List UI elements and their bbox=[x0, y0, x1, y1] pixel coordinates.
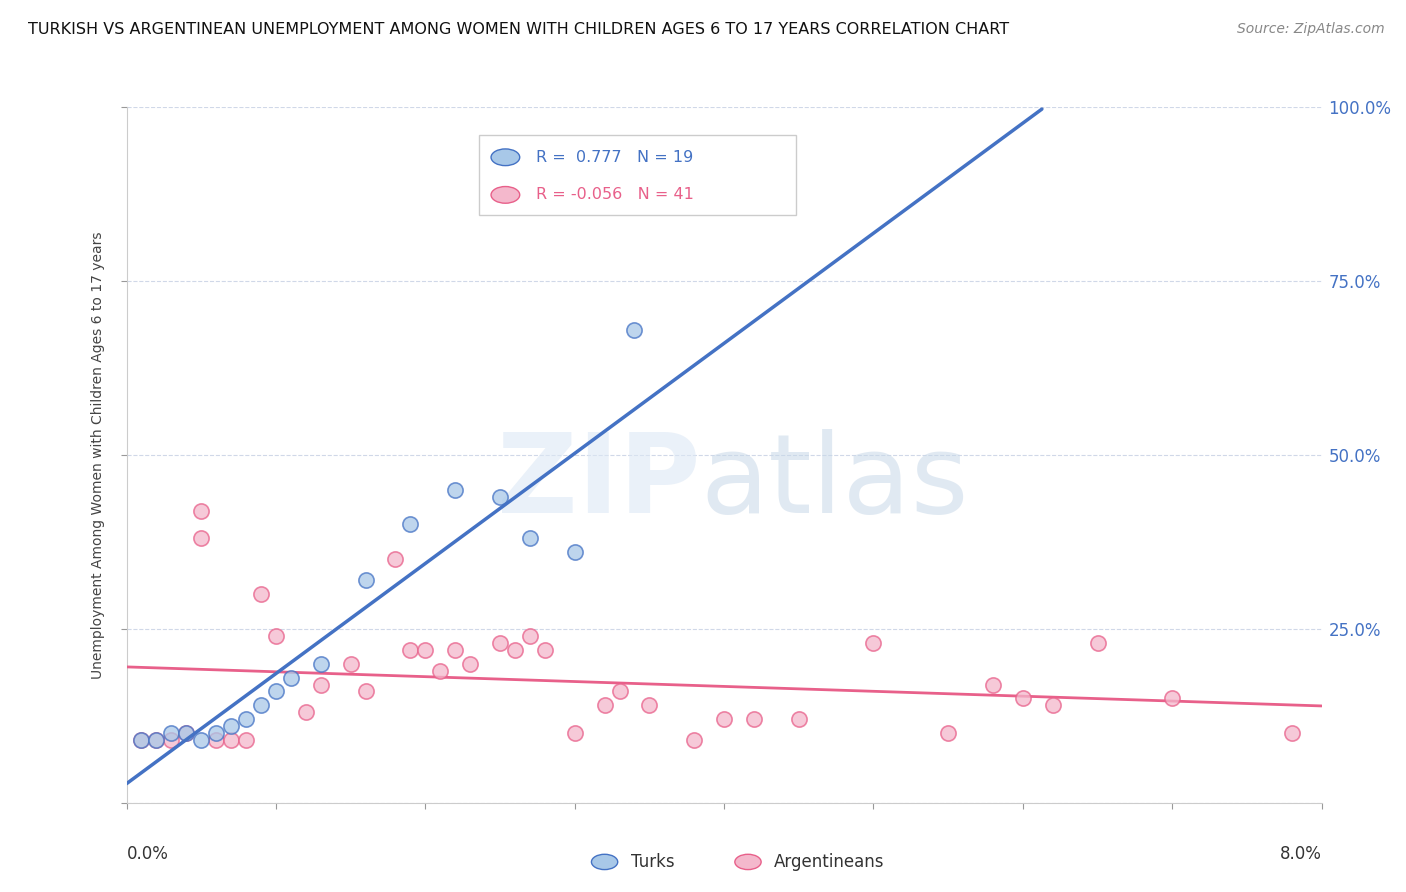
Point bbox=[294, 706, 316, 720]
Text: TURKISH VS ARGENTINEAN UNEMPLOYMENT AMONG WOMEN WITH CHILDREN AGES 6 TO 17 YEARS: TURKISH VS ARGENTINEAN UNEMPLOYMENT AMON… bbox=[28, 22, 1010, 37]
Point bbox=[354, 573, 377, 587]
Point bbox=[205, 733, 228, 747]
Text: atlas: atlas bbox=[700, 429, 969, 536]
Point bbox=[250, 698, 273, 713]
Point bbox=[399, 642, 422, 657]
Point bbox=[609, 684, 631, 698]
Point bbox=[384, 552, 406, 566]
Point bbox=[264, 629, 287, 643]
Point bbox=[145, 733, 167, 747]
Point bbox=[489, 636, 512, 650]
Point bbox=[219, 719, 242, 733]
Point bbox=[458, 657, 481, 671]
Point bbox=[174, 726, 197, 740]
Circle shape bbox=[592, 855, 617, 870]
Text: Source: ZipAtlas.com: Source: ZipAtlas.com bbox=[1237, 22, 1385, 37]
Point bbox=[190, 532, 212, 546]
Point bbox=[742, 712, 765, 726]
Point bbox=[713, 712, 735, 726]
Circle shape bbox=[735, 855, 761, 870]
Text: R =  0.777   N = 19: R = 0.777 N = 19 bbox=[537, 150, 693, 165]
Point bbox=[145, 733, 167, 747]
Point bbox=[638, 698, 661, 713]
Point bbox=[623, 323, 645, 337]
Point bbox=[354, 684, 377, 698]
Point bbox=[1042, 698, 1064, 713]
Point bbox=[1011, 691, 1033, 706]
Point bbox=[444, 483, 467, 497]
Point bbox=[429, 664, 451, 678]
Point bbox=[1087, 636, 1109, 650]
Point bbox=[444, 642, 467, 657]
Point bbox=[413, 642, 436, 657]
Point bbox=[235, 712, 257, 726]
Point bbox=[235, 733, 257, 747]
Point bbox=[280, 671, 302, 685]
Point bbox=[399, 517, 422, 532]
Text: R = -0.056   N = 41: R = -0.056 N = 41 bbox=[537, 187, 695, 202]
Point bbox=[862, 636, 884, 650]
Point bbox=[1161, 691, 1184, 706]
Point bbox=[519, 629, 541, 643]
Point bbox=[219, 733, 242, 747]
Point bbox=[205, 726, 228, 740]
Point bbox=[564, 726, 586, 740]
Point bbox=[503, 642, 526, 657]
Text: Turks: Turks bbox=[631, 853, 675, 871]
Point bbox=[564, 545, 586, 559]
Point bbox=[190, 733, 212, 747]
Point bbox=[250, 587, 273, 601]
Point bbox=[533, 642, 555, 657]
Point bbox=[190, 503, 212, 517]
Point bbox=[131, 733, 153, 747]
Text: 0.0%: 0.0% bbox=[127, 845, 169, 863]
Point bbox=[309, 677, 332, 691]
Point bbox=[683, 733, 706, 747]
Point bbox=[131, 733, 153, 747]
Point bbox=[160, 733, 183, 747]
Circle shape bbox=[491, 149, 520, 166]
Point bbox=[787, 712, 810, 726]
Text: 8.0%: 8.0% bbox=[1279, 845, 1322, 863]
Point bbox=[339, 657, 361, 671]
Point bbox=[160, 726, 183, 740]
Text: Argentineans: Argentineans bbox=[775, 853, 884, 871]
Point bbox=[519, 532, 541, 546]
Point bbox=[936, 726, 959, 740]
Point bbox=[309, 657, 332, 671]
Y-axis label: Unemployment Among Women with Children Ages 6 to 17 years: Unemployment Among Women with Children A… bbox=[91, 231, 105, 679]
Point bbox=[489, 490, 512, 504]
Point bbox=[174, 726, 197, 740]
Point bbox=[593, 698, 616, 713]
Circle shape bbox=[491, 186, 520, 203]
Point bbox=[981, 677, 1004, 691]
Text: ZIP: ZIP bbox=[496, 429, 700, 536]
FancyBboxPatch shape bbox=[479, 135, 796, 215]
Point bbox=[1281, 726, 1303, 740]
Point bbox=[264, 684, 287, 698]
